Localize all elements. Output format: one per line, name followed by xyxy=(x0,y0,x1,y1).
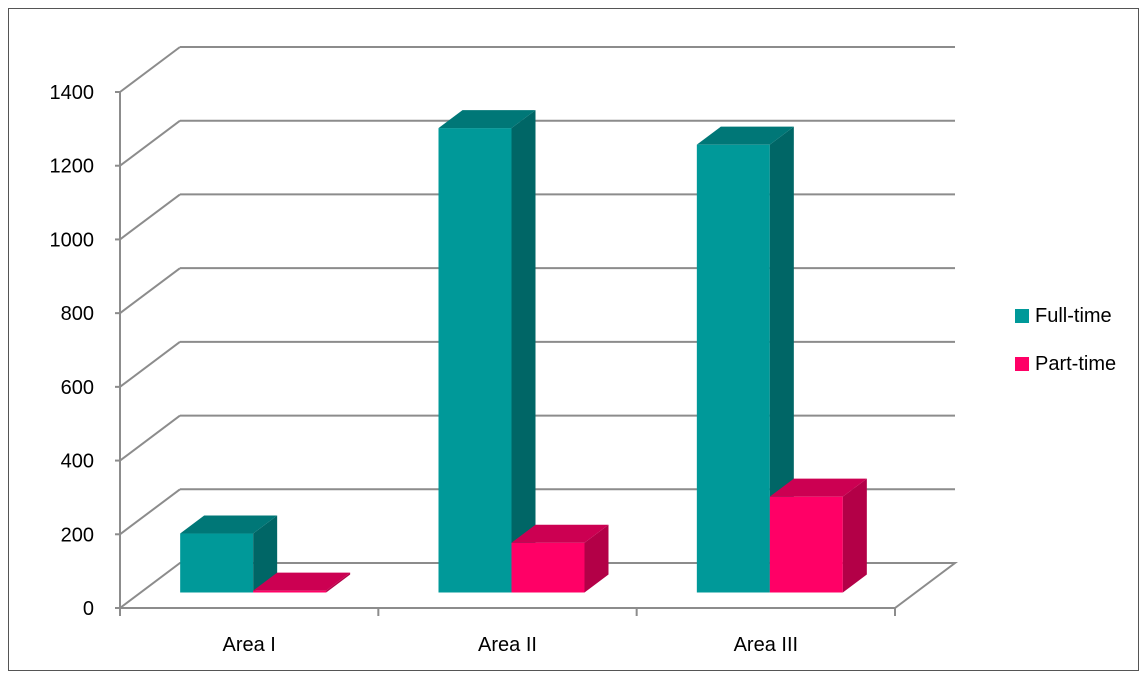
bar-front xyxy=(696,144,770,593)
bar-side xyxy=(511,110,536,593)
bar-area-i-full-time xyxy=(180,515,278,593)
bars xyxy=(180,110,867,593)
bar-front xyxy=(180,533,254,593)
y-tick-label: 600 xyxy=(61,377,94,399)
x-tick-label: Area III xyxy=(734,634,798,656)
x-axis: Area I Area II Area III xyxy=(119,607,896,656)
gridline-depth xyxy=(119,341,181,388)
y-tick-label: 800 xyxy=(61,303,94,325)
bar-top xyxy=(769,478,867,497)
x-tick-label: Area I xyxy=(222,634,275,656)
legend-swatch-part-time xyxy=(1015,357,1029,371)
bar-top xyxy=(253,572,351,591)
gridline-depth xyxy=(119,119,181,167)
bar-front xyxy=(438,128,512,593)
y-tick-label: 0 xyxy=(83,598,94,620)
bar-front xyxy=(253,590,327,593)
bar-area-ii-part-time xyxy=(511,524,609,593)
legend-label-part-time: Part-time xyxy=(1035,353,1116,375)
bar-side xyxy=(326,572,351,593)
y-tick-label: 1200 xyxy=(50,156,95,178)
gridline-depth xyxy=(119,193,181,241)
gridline-depth xyxy=(119,414,181,462)
bar-top xyxy=(438,110,536,129)
bar-top xyxy=(696,126,794,145)
bar-side xyxy=(842,478,867,593)
bar-area-ii-full-time xyxy=(438,110,536,593)
y-tick-label: 1000 xyxy=(50,229,95,251)
y-tick-label: 200 xyxy=(61,524,94,546)
bar-side xyxy=(584,524,609,593)
legend: Full-time Part-time xyxy=(1015,305,1116,375)
bar-area-i-part-time xyxy=(253,572,351,593)
bar-side xyxy=(253,515,278,593)
legend-label-full-time: Full-time xyxy=(1035,305,1112,327)
gridline-depth xyxy=(119,267,181,314)
bar-front xyxy=(769,496,843,593)
bar-top xyxy=(180,515,278,534)
bar-side xyxy=(769,126,794,593)
bar-top xyxy=(511,524,609,543)
gridline-depth xyxy=(119,46,181,93)
legend-swatch-full-time xyxy=(1015,309,1029,323)
bar-front xyxy=(511,542,585,593)
bar-area-iii-part-time xyxy=(769,478,867,593)
x-tick-label: Area II xyxy=(478,634,537,656)
y-tick-label: 400 xyxy=(61,451,94,473)
gridline-depth xyxy=(119,488,181,536)
y-tick-label: 1400 xyxy=(50,82,95,104)
y-axis: 0 200 400 600 800 1000 1200 1400 xyxy=(50,82,121,620)
bar-area-iii-full-time xyxy=(696,126,794,593)
